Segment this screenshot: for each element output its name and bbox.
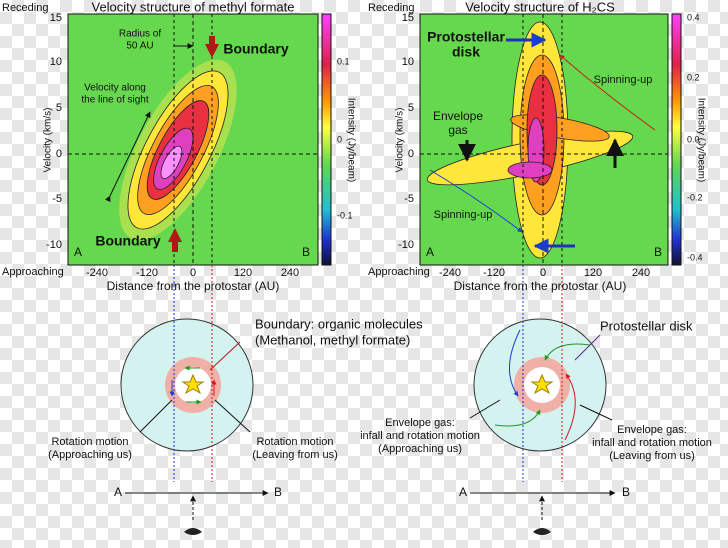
x-tick-label: 0 — [190, 267, 196, 279]
colorbar-tick-label: 0.1 — [337, 56, 350, 66]
annotation: Boundary — [95, 233, 161, 249]
diagram-title: (Methanol, methyl formate) — [255, 332, 410, 347]
receding-label: Receding — [2, 2, 48, 14]
diagram-label: Envelope gas: — [617, 424, 687, 436]
y-tick-label: 5 — [56, 102, 62, 114]
colorbar-tick-label: -0.4 — [687, 252, 703, 262]
heatmap-left — [67, 13, 332, 266]
colorbar-tick-label: -0.2 — [687, 192, 703, 202]
diagram-label: (Leaving from us) — [609, 450, 695, 462]
x-tick-label: -120 — [483, 267, 505, 279]
x-tick-label: -120 — [136, 267, 158, 279]
y-tick-label: 5 — [408, 102, 414, 114]
annotation: Boundary — [223, 41, 289, 57]
y-tick-label: 0 — [56, 148, 62, 160]
x-tick-label: 240 — [632, 267, 650, 279]
colorbar-tick-label: 0 — [337, 134, 342, 144]
x-tick-label: 240 — [281, 267, 299, 279]
colorbar-label: Intensity (Jy/beam) — [345, 98, 356, 182]
diagram-label: infall and rotation motion — [592, 437, 712, 449]
colorbar-label: Intensity (Jy/beam) — [695, 98, 706, 182]
annotation: Envelope — [433, 109, 483, 123]
schematic-right — [469, 265, 616, 535]
y-tick-label: 0 — [408, 148, 414, 160]
approaching-label: Approaching — [368, 266, 430, 278]
colorbar-tick-label: 0.0 — [687, 134, 700, 144]
colorbar-tick-label: 0.4 — [687, 12, 700, 22]
diagram-label: Rotation motion — [51, 436, 128, 448]
panel-title: Velocity structure of H₂CS — [465, 0, 615, 14]
corner-label: A — [426, 245, 434, 259]
corner-label: B — [302, 245, 310, 259]
axis-end-label: B — [622, 485, 630, 499]
axis-end-label: A — [459, 485, 467, 499]
x-tick-label: -240 — [86, 267, 108, 279]
y-tick-label: -5 — [404, 193, 414, 205]
y-tick-label: -10 — [46, 239, 62, 251]
diagram-title: Boundary: organic molecules — [255, 316, 423, 331]
y-tick-label: -10 — [398, 239, 414, 251]
y-tick-label: 10 — [402, 56, 414, 68]
schematic-left — [120, 265, 269, 535]
diagram-title: Protostellar disk — [600, 318, 693, 333]
x-axis-label: Distance from the protostar (AU) — [107, 279, 280, 293]
annotation: 50 AU — [126, 41, 153, 52]
diagram-label: Envelope gas: — [385, 417, 455, 429]
annotation: Radius of — [119, 29, 161, 40]
y-tick-label: 15 — [50, 12, 62, 24]
y-axis-label: Velocity (km/s) — [395, 107, 406, 172]
annotation: Protostellar — [427, 29, 505, 45]
x-axis-label: Distance from the protostar (AU) — [454, 279, 627, 293]
diagram-label: (Approaching us) — [378, 443, 462, 455]
panel-title: Velocity structure of methyl formate — [91, 0, 294, 14]
annotation: Spinning-up — [594, 74, 653, 86]
axis-end-label: A — [114, 485, 122, 499]
corner-label: B — [654, 245, 662, 259]
y-tick-label: 10 — [50, 56, 62, 68]
diagram-label: Rotation motion — [256, 436, 333, 448]
diagram-label: (Approaching us) — [48, 449, 132, 461]
y-axis-label: Velocity (km/s) — [43, 107, 54, 172]
x-tick-label: 120 — [584, 267, 602, 279]
annotation: disk — [452, 44, 480, 60]
colorbar-tick-label: -0.1 — [337, 210, 353, 220]
approaching-label: Approaching — [2, 266, 64, 278]
annotation: the line of sight — [81, 95, 148, 106]
x-tick-label: 120 — [234, 267, 252, 279]
heatmap-right — [419, 13, 682, 266]
annotation: gas — [448, 123, 467, 137]
annotation: Spinning-up — [434, 209, 493, 221]
x-tick-label: 0 — [540, 267, 546, 279]
x-tick-label: -240 — [439, 267, 461, 279]
colorbar-tick-label: 0.2 — [687, 72, 700, 82]
receding-label: Receding — [368, 2, 414, 14]
corner-label: A — [74, 245, 82, 259]
y-tick-label: 15 — [402, 12, 414, 24]
diagram-label: infall and rotation motion — [360, 430, 480, 442]
y-tick-label: -5 — [52, 193, 62, 205]
axis-end-label: B — [274, 485, 282, 499]
diagram-label: (Leaving from us) — [252, 449, 338, 461]
annotation: Velocity along — [84, 83, 146, 94]
